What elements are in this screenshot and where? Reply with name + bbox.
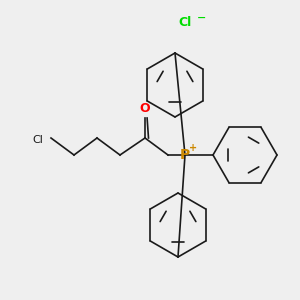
Text: +: + [189, 143, 197, 153]
Text: Cl: Cl [178, 16, 192, 28]
Text: O: O [140, 101, 150, 115]
Text: Cl: Cl [33, 135, 44, 145]
Text: P: P [180, 148, 190, 162]
Text: −: − [197, 13, 207, 23]
